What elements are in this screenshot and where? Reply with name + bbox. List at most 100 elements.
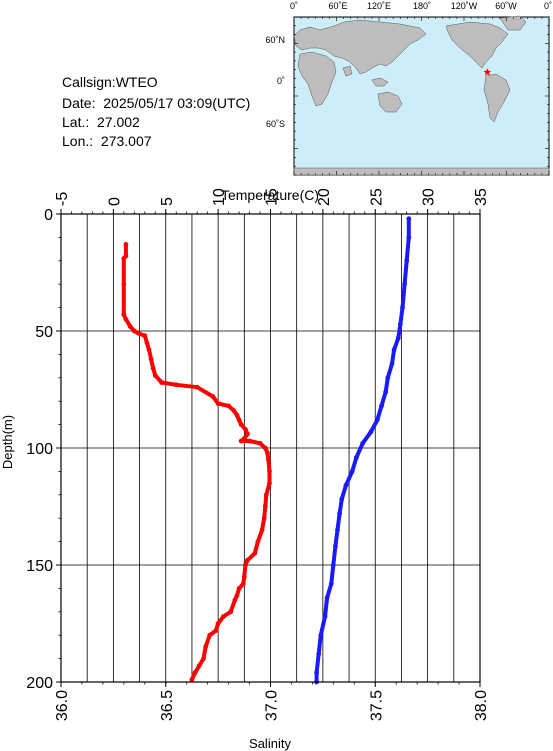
longitude-label: Lon.: 273.007 bbox=[62, 133, 152, 149]
temperature-point bbox=[189, 677, 195, 683]
salinity-point bbox=[354, 455, 359, 460]
temperature-point bbox=[245, 557, 250, 563]
temperature-point bbox=[207, 632, 213, 638]
date-label: Date: 2025/05/17 03:09(UTC) bbox=[62, 95, 251, 111]
bottom-axis-label: Salinity bbox=[249, 736, 291, 751]
temperature-point bbox=[123, 316, 129, 322]
salinity-tick-label: 37.5 bbox=[368, 690, 385, 721]
salinity-point bbox=[322, 614, 328, 619]
temperature-point bbox=[192, 670, 198, 675]
map-top-label: 60˚E bbox=[328, 1, 347, 11]
temperature-point bbox=[257, 440, 263, 446]
map-top-label: 60˚W bbox=[495, 1, 517, 11]
salinity-point bbox=[404, 258, 410, 264]
salinity-point bbox=[374, 417, 380, 423]
temperature-point bbox=[196, 663, 202, 668]
temperature-point bbox=[234, 593, 240, 598]
salinity-point bbox=[389, 361, 395, 367]
temperature-tick-label: -5 bbox=[54, 192, 71, 206]
salinity-point bbox=[349, 469, 355, 474]
temperature-point bbox=[215, 621, 221, 626]
temperature-series bbox=[121, 242, 272, 683]
chart-series bbox=[121, 216, 412, 685]
temperature-point bbox=[194, 384, 200, 390]
temperature-point bbox=[243, 562, 248, 568]
temperature-point bbox=[215, 401, 221, 406]
temperature-tick-label: 5 bbox=[159, 197, 176, 206]
temperature-point bbox=[234, 412, 240, 418]
temperature-tick-label: 10 bbox=[211, 188, 228, 206]
temperature-point bbox=[262, 445, 268, 451]
temperature-tick-label: 25 bbox=[368, 188, 385, 206]
temperature-point bbox=[228, 609, 234, 615]
temperature-point bbox=[203, 644, 209, 650]
callsign-label: Callsign:WTEO bbox=[62, 74, 158, 90]
depth-tick-label: 100 bbox=[26, 441, 53, 458]
temperature-point bbox=[247, 438, 253, 444]
temperature-point bbox=[150, 366, 156, 371]
temperature-point bbox=[226, 403, 232, 409]
salinity-point bbox=[324, 595, 330, 601]
station-marker-star bbox=[483, 68, 492, 76]
map-top-label: 120˚W bbox=[451, 1, 478, 11]
temperature-point bbox=[236, 417, 242, 423]
temperature-point bbox=[142, 333, 148, 339]
depth-tick-label: 200 bbox=[26, 675, 53, 692]
temperature-point bbox=[221, 614, 226, 619]
temperature-point bbox=[152, 373, 158, 378]
salinity-point bbox=[391, 347, 397, 353]
temperature-point bbox=[245, 431, 250, 437]
salinity-point bbox=[330, 562, 336, 568]
temperature-point bbox=[266, 457, 271, 463]
world-map: 0˚ 60˚E 120˚E 180˚ 120˚W 60˚W 0˚ 60˚N 0˚… bbox=[265, 1, 552, 176]
temperature-tick-label: 15 bbox=[264, 188, 281, 206]
temperature-tick-label: 35 bbox=[473, 188, 490, 206]
map-top-label: 120˚E bbox=[367, 1, 391, 11]
temperature-point bbox=[232, 597, 238, 603]
temperature-point bbox=[121, 256, 127, 261]
temperature-point bbox=[265, 450, 270, 456]
salinity-point bbox=[368, 429, 374, 434]
station-marker bbox=[483, 68, 492, 76]
temperature-point bbox=[144, 340, 150, 346]
temperature-point bbox=[123, 242, 129, 247]
temperature-point bbox=[210, 394, 216, 399]
temperature-point bbox=[121, 281, 127, 287]
salinity-point bbox=[328, 581, 334, 587]
temperature-point bbox=[252, 550, 258, 556]
map-top-label: 0˚ bbox=[544, 1, 552, 11]
temperature-point bbox=[261, 515, 267, 521]
latitude-label: Lat.: 27.002 bbox=[62, 114, 140, 130]
temperature-point bbox=[173, 382, 179, 388]
top-axis-label: Temperature(C) bbox=[221, 187, 319, 203]
salinity-point bbox=[360, 440, 366, 446]
temperature-tick-label: 30 bbox=[421, 188, 438, 206]
salinity-tick-label: 36.5 bbox=[159, 690, 176, 721]
salinity-tick-label: 38.0 bbox=[473, 690, 490, 721]
map-left-label: 60˚N bbox=[265, 35, 285, 45]
salinity-point bbox=[316, 651, 322, 657]
salinity-point bbox=[333, 543, 338, 549]
salinity-point bbox=[383, 389, 389, 395]
temperature-point bbox=[201, 656, 206, 661]
salinity-point bbox=[406, 216, 412, 222]
salinity-point bbox=[402, 281, 407, 287]
temperature-point bbox=[240, 581, 246, 587]
temperature-tick-label: 20 bbox=[316, 188, 333, 206]
map-top-label: 0˚ bbox=[290, 1, 298, 11]
salinity-profile-line bbox=[314, 216, 411, 684]
temperature-point bbox=[131, 328, 137, 334]
salinity-point bbox=[337, 511, 342, 516]
temperature-point bbox=[121, 312, 127, 317]
salinity-point bbox=[318, 632, 324, 638]
map-left-label: 60˚S bbox=[266, 119, 285, 129]
salinity-point bbox=[395, 335, 401, 341]
salinity-point bbox=[335, 527, 340, 533]
temperature-point bbox=[238, 438, 244, 444]
temperature-point bbox=[127, 323, 133, 329]
temperature-point bbox=[262, 504, 268, 509]
temperature-point bbox=[159, 380, 165, 385]
temperature-point bbox=[148, 356, 154, 362]
map-top-label: 180˚ bbox=[413, 1, 431, 11]
